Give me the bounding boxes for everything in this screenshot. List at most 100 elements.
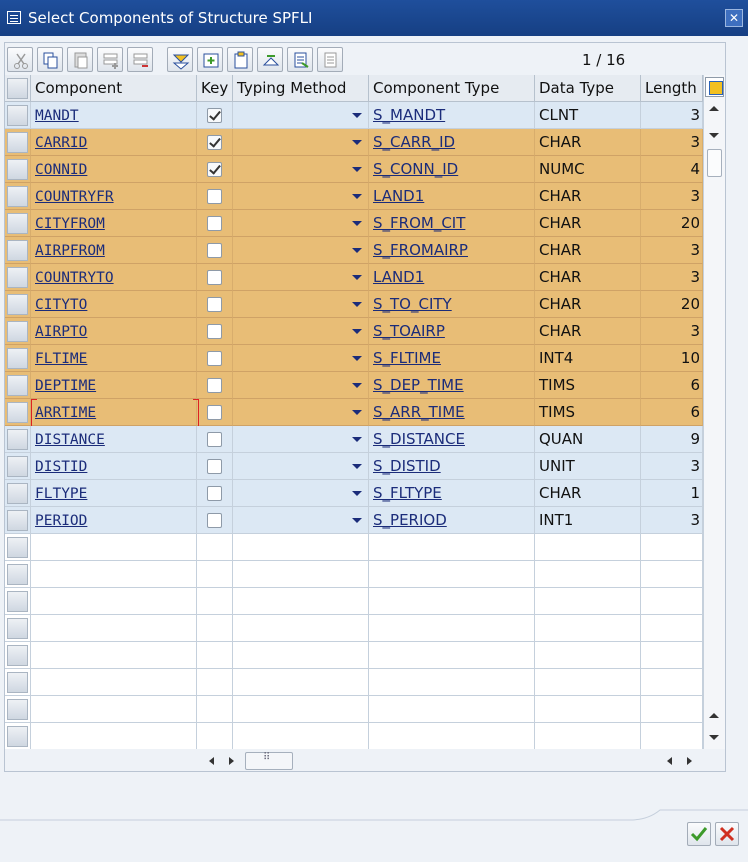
typing-method-cell[interactable] [233,345,369,372]
row-selector[interactable] [5,453,31,480]
key-checkbox[interactable] [207,108,222,123]
empty-cell[interactable] [369,696,535,723]
component-type-link[interactable]: S_FLTIME [373,349,441,367]
empty-cell[interactable] [641,561,703,588]
component-type-link[interactable]: S_CONN_ID [373,160,459,178]
row-selector[interactable] [5,318,31,345]
empty-cell[interactable] [641,723,703,749]
empty-cell[interactable] [233,669,369,696]
key-checkbox[interactable] [207,135,222,150]
empty-cell[interactable] [197,669,233,696]
component-name-link[interactable]: DEPTIME [35,378,97,394]
component-name-cell[interactable]: CITYTO [31,291,197,318]
component-name-cell[interactable]: DISTID [31,453,197,480]
component-name-cell[interactable]: FLTYPE [31,480,197,507]
component-type-link[interactable]: S_FLTYPE [373,484,442,502]
row-selector[interactable] [5,372,31,399]
component-type-cell[interactable]: LAND1 [369,183,535,210]
component-type-link[interactable]: S_FROMAIRP [373,241,468,259]
typing-method-cell[interactable] [233,372,369,399]
row-selector[interactable] [5,183,31,210]
chevron-down-icon[interactable] [352,167,362,172]
empty-cell[interactable] [535,588,641,615]
component-name-link[interactable]: MANDT [35,108,79,124]
copy-button[interactable] [37,47,63,72]
component-type-link[interactable]: S_FROM_CIT [373,214,466,232]
column-header-length[interactable]: Length [641,75,703,102]
chevron-down-icon[interactable] [352,221,362,226]
table-settings-icon[interactable] [705,77,724,97]
row-selector[interactable] [5,399,31,426]
scroll-page-up-icon[interactable] [709,713,719,718]
copy-selected-button[interactable] [197,47,223,72]
component-type-link[interactable]: S_MANDT [373,106,446,124]
column-header-typing[interactable]: Typing Method [233,75,369,102]
key-checkbox[interactable] [207,378,222,393]
empty-cell[interactable] [197,615,233,642]
column-header-dtype[interactable]: Data Type [535,75,641,102]
component-name-link[interactable]: CARRID [35,135,88,151]
insert-row-button[interactable] [97,47,123,72]
component-type-link[interactable]: S_DEP_TIME [373,376,464,394]
row-selector[interactable] [5,345,31,372]
component-type-cell[interactable]: S_CARR_ID [369,129,535,156]
key-checkbox[interactable] [207,189,222,204]
chevron-down-icon[interactable] [352,518,362,523]
empty-cell[interactable] [369,588,535,615]
chevron-down-icon[interactable] [352,329,362,334]
horizontal-scroll-thumb[interactable] [245,752,293,770]
component-type-link[interactable]: S_ARR_TIME [373,403,465,421]
empty-cell[interactable] [641,615,703,642]
component-type-cell[interactable]: S_DEP_TIME [369,372,535,399]
component-type-link[interactable]: S_DISTANCE [373,430,465,448]
component-type-cell[interactable]: S_ARR_TIME [369,399,535,426]
component-name-link[interactable]: AIRPTO [35,324,88,340]
component-name-cell[interactable]: COUNTRYFR [31,183,197,210]
component-type-cell[interactable]: S_FLTIME [369,345,535,372]
vertical-scrollbar[interactable] [703,75,725,749]
row-selector[interactable] [5,696,31,723]
component-type-cell[interactable]: S_FROM_CIT [369,210,535,237]
empty-cell[interactable] [535,534,641,561]
component-name-cell[interactable]: FLTIME [31,345,197,372]
details-button[interactable] [287,47,313,72]
typing-method-cell[interactable] [233,453,369,480]
chevron-down-icon[interactable] [352,410,362,415]
component-type-cell[interactable]: S_FLTYPE [369,480,535,507]
typing-method-cell[interactable] [233,156,369,183]
typing-method-cell[interactable] [233,102,369,129]
ok-button[interactable] [687,822,711,846]
empty-cell[interactable] [31,588,197,615]
scroll-page-left-icon[interactable] [667,757,672,765]
empty-cell[interactable] [197,696,233,723]
component-name-cell[interactable]: ARRTIME [31,399,197,426]
chevron-down-icon[interactable] [352,113,362,118]
chevron-down-icon[interactable] [352,140,362,145]
component-type-cell[interactable]: S_DISTID [369,453,535,480]
typing-method-cell[interactable] [233,480,369,507]
chevron-down-icon[interactable] [352,302,362,307]
paste-selected-button[interactable] [227,47,253,72]
cut-button[interactable] [7,47,33,72]
component-name-cell[interactable]: CITYFROM [31,210,197,237]
key-checkbox[interactable] [207,351,222,366]
empty-cell[interactable] [535,615,641,642]
key-checkbox[interactable] [207,459,222,474]
row-selector[interactable] [5,102,31,129]
empty-cell[interactable] [233,588,369,615]
empty-cell[interactable] [641,534,703,561]
component-name-cell[interactable]: AIRPFROM [31,237,197,264]
row-selector[interactable] [5,237,31,264]
empty-cell[interactable] [31,723,197,749]
component-type-link[interactable]: S_PERIOD [373,511,447,529]
component-name-cell[interactable]: MANDT [31,102,197,129]
component-name-link[interactable]: FLTYPE [35,486,88,502]
empty-cell[interactable] [197,588,233,615]
component-name-cell[interactable]: AIRPTO [31,318,197,345]
select-all-rows-button[interactable] [5,75,31,102]
cancel-button[interactable] [715,822,739,846]
component-name-cell[interactable]: CONNID [31,156,197,183]
typing-method-cell[interactable] [233,264,369,291]
empty-cell[interactable] [233,615,369,642]
component-type-link[interactable]: S_CARR_ID [373,133,456,151]
